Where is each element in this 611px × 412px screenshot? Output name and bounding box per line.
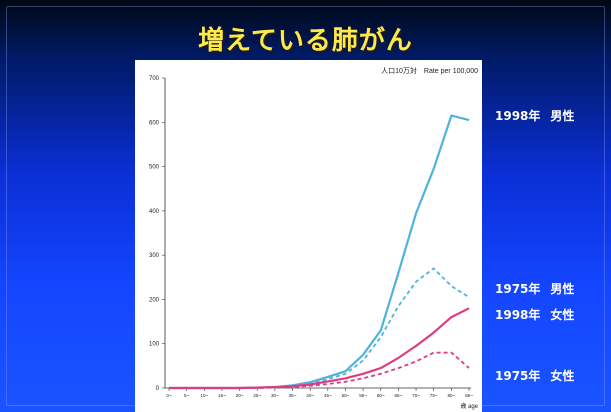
y-tick-label: 300 bbox=[149, 253, 160, 259]
slide-title: 増えている肺がん bbox=[198, 26, 413, 56]
x-tick-label: 50~ bbox=[342, 393, 350, 398]
y-tick-label: 0 bbox=[156, 386, 160, 392]
legend-1975-male: 1975年 男性 bbox=[495, 280, 574, 297]
series-line-3 bbox=[169, 351, 470, 389]
legend-1975-female: 1975年 女性 bbox=[495, 367, 574, 384]
x-tick-label: 25~ bbox=[253, 393, 261, 398]
y-tick-label: 500 bbox=[149, 165, 160, 171]
legend-1998-female-sex: 女性 bbox=[550, 308, 575, 322]
x-axis-label: 歳 age bbox=[460, 402, 478, 410]
x-tick-label: 75~ bbox=[430, 393, 438, 398]
legend-1998-male-sex: 男性 bbox=[550, 109, 575, 123]
x-tick-label: 35~ bbox=[289, 393, 297, 398]
x-tick-label: 80~ bbox=[447, 393, 455, 398]
legend-1998-female: 1998年 女性 bbox=[495, 306, 574, 323]
x-tick-label: 5~ bbox=[184, 393, 190, 398]
x-tick-label: 20~ bbox=[236, 393, 244, 398]
legend-1998-female-year: 1998年 bbox=[495, 308, 541, 322]
x-tick-label: 55~ bbox=[359, 393, 367, 398]
x-tick-label: 15~ bbox=[218, 393, 226, 398]
chart-svg: 0 100 200 300 400 500 600 700 0~ 5~ 10~ 15~ 20~ 25~ 3… bbox=[149, 66, 479, 410]
unit-label: 人口10万対 Rate per 100,000 bbox=[381, 66, 478, 75]
series-lines bbox=[169, 114, 470, 390]
chart-axes bbox=[164, 78, 471, 389]
legend-1998-male-year: 1998年 bbox=[495, 109, 541, 123]
x-tick-labels: 0~ 5~ 10~ 15~ 20~ 25~ 30~ 35~ 40~ 45~ 50~ 55~ 60~ 65~… bbox=[166, 388, 473, 398]
series-line-2 bbox=[169, 307, 470, 390]
x-tick-label: 10~ bbox=[200, 393, 208, 398]
series-line-0 bbox=[169, 114, 470, 390]
y-tick-label: 100 bbox=[149, 342, 160, 348]
y-tick-label: 700 bbox=[149, 76, 160, 82]
y-tick-label: 400 bbox=[149, 209, 160, 215]
x-tick-label: 60~ bbox=[377, 393, 385, 398]
x-tick-label: 70~ bbox=[412, 393, 420, 398]
legend-1975-female-sex: 女性 bbox=[550, 369, 575, 383]
x-tick-label: 40~ bbox=[306, 393, 314, 398]
line-chart: 0 100 200 300 400 500 600 700 0~ 5~ 10~ 15~ 20~ 25~ 3… bbox=[135, 60, 482, 412]
legend-1998-male: 1998年 男性 bbox=[495, 107, 574, 124]
y-tick-labels: 0 100 200 300 400 500 600 700 bbox=[149, 76, 165, 392]
legend-1975-female-year: 1975年 bbox=[495, 369, 541, 383]
legend-1975-male-year: 1975年 bbox=[495, 282, 541, 296]
x-tick-label: 0~ bbox=[166, 393, 172, 398]
legend-1975-male-sex: 男性 bbox=[550, 282, 575, 296]
x-tick-label: 30~ bbox=[271, 393, 279, 398]
y-tick-label: 600 bbox=[149, 120, 160, 126]
x-tick-label: 65~ bbox=[395, 393, 403, 398]
x-tick-label: 85~ bbox=[465, 393, 473, 398]
y-tick-label: 200 bbox=[149, 297, 160, 303]
series-line-1 bbox=[169, 267, 470, 389]
x-tick-label: 45~ bbox=[324, 393, 332, 398]
